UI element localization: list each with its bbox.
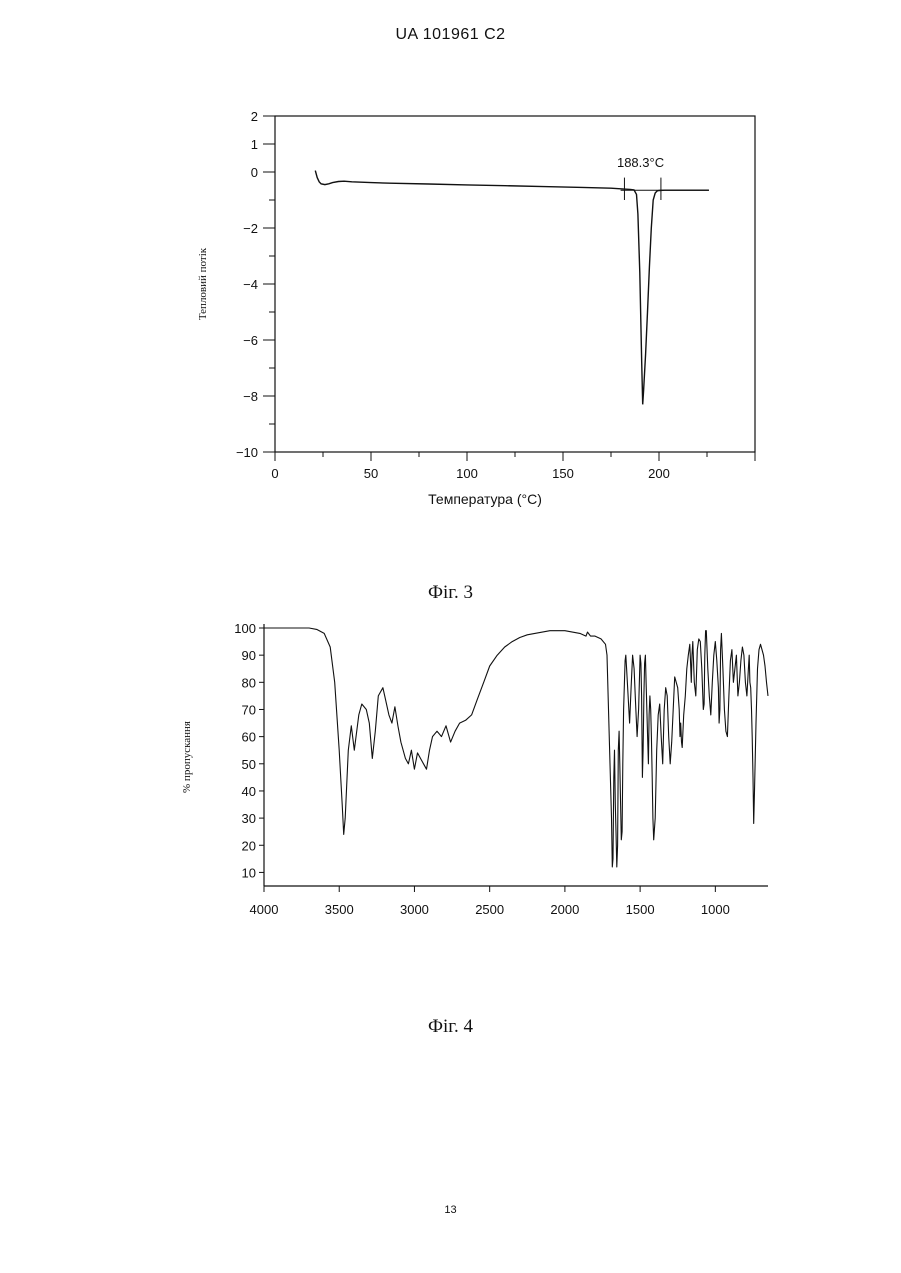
dsc-y-tick-label: −8 — [243, 389, 258, 404]
dsc-y-tick-label: −4 — [243, 277, 258, 292]
ir-y-tick-label: 70 — [242, 702, 256, 717]
figure-4-caption: Фіг. 4 — [0, 1016, 901, 1038]
dsc-x-tick-label: 200 — [648, 466, 670, 481]
ir-y-tick-label: 90 — [242, 648, 256, 663]
figure-3-caption: Фіг. 3 — [0, 582, 901, 604]
ir-y-tick-label: 80 — [242, 675, 256, 690]
dsc-x-tick-label: 150 — [552, 466, 574, 481]
dsc-x-tick-label: 50 — [364, 466, 378, 481]
dsc-x-tick-label: 100 — [456, 466, 478, 481]
ir-y-tick-label: 60 — [242, 730, 256, 745]
dsc-y-tick-label: 1 — [251, 137, 258, 152]
ir-y-tick-label: 30 — [242, 811, 256, 826]
ir-x-tick-label: 2000 — [550, 902, 579, 917]
dsc-heat-flow-line — [315, 171, 709, 405]
ir-y-tick-label: 50 — [242, 757, 256, 772]
ir-x-tick-label: 3000 — [400, 902, 429, 917]
ir-x-tick-label: 1500 — [626, 902, 655, 917]
ir-y-tick-label: 100 — [234, 621, 256, 636]
dsc-y-axis-title: Тепловий потік — [197, 247, 209, 320]
dsc-y-tick-label: −6 — [243, 333, 258, 348]
dsc-y-tick-label: −10 — [236, 445, 258, 460]
dsc-y-tick-label: −2 — [243, 221, 258, 236]
ir-spectrum-chart: 100 90 80 70 60 50 40 30 20 10 4000 3500 3000 2500 200… — [0, 610, 901, 930]
document-header: UA 101961 C2 — [0, 26, 901, 44]
dsc-peak-annotation: 188.3°C — [617, 155, 664, 170]
ir-x-tick-label: 4000 — [250, 902, 279, 917]
dsc-chart: 2 1 0 −2 −4 −6 −8 −10 0 50 100 150 200 Температура (°… — [0, 90, 901, 520]
ir-y-tick-label: 20 — [242, 838, 256, 853]
ir-x-tick-label: 1000 — [701, 902, 730, 917]
dsc-x-axis-title: Температура (°C) — [428, 491, 542, 507]
ir-y-tick-label: 10 — [242, 865, 256, 880]
ir-x-tick-label: 2500 — [475, 902, 504, 917]
dsc-y-tick-label: 2 — [251, 109, 258, 124]
ir-transmittance-line — [264, 628, 768, 867]
ir-y-tick-label: 40 — [242, 784, 256, 799]
dsc-x-tick-label: 0 — [271, 466, 278, 481]
dsc-y-tick-label: 0 — [251, 165, 258, 180]
page-number: 13 — [0, 1204, 901, 1216]
ir-x-tick-label: 3500 — [325, 902, 354, 917]
ir-y-axis-title: % пропускання — [181, 721, 193, 793]
dsc-plot-frame — [275, 116, 755, 452]
